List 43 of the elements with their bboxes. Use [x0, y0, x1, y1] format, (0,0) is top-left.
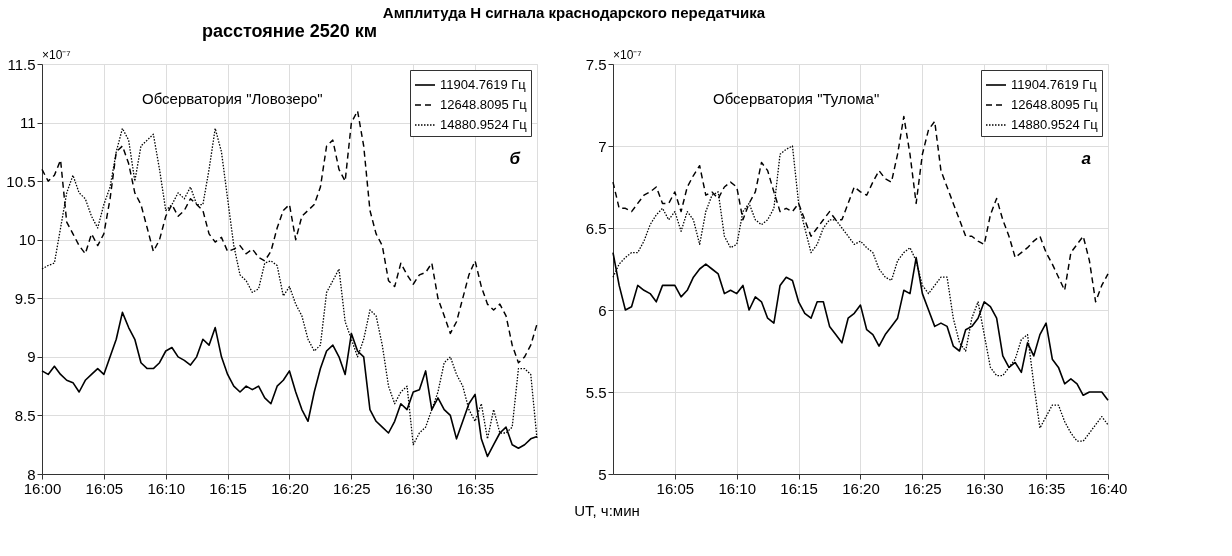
- y-tick-label: 9.5: [14, 289, 36, 307]
- text: Амплитуда H сигнала краснодарского передатчика: [382, 3, 766, 21]
- annotation: б: [509, 149, 521, 168]
- x-tick-label: 16:15: [209, 479, 247, 497]
- y-tick-label: 7.5: [585, 55, 607, 73]
- annotation: а: [1081, 149, 1091, 168]
- annotation: Обсерватория "Ловозеро": [142, 90, 323, 107]
- x-tick-label: 16:20: [271, 479, 309, 497]
- annotation: Обсерватория "Тулома": [713, 90, 880, 107]
- text: ×10⁻⁷: [613, 48, 642, 62]
- x-tick-label: 16:05: [85, 479, 124, 497]
- y-tick-label: 11.5: [7, 55, 36, 73]
- x-tick-label: 16:20: [842, 479, 880, 497]
- x-tick-label: 16:15: [780, 479, 818, 497]
- x-tick-label: 16:10: [718, 479, 757, 497]
- legend-label: 14880.9524 Гц: [1011, 117, 1099, 132]
- legend-label: 11904.7619 Гц: [1011, 77, 1098, 92]
- x-tick-label: 16:25: [904, 479, 942, 497]
- legend-label: 11904.7619 Гц: [440, 77, 527, 92]
- x-axis-title: UT, ч:мин: [574, 502, 640, 519]
- legend-label: 12648.8095 Гц: [440, 97, 528, 112]
- y-tick-label: 10: [18, 231, 36, 249]
- y-tick-label: 5: [598, 465, 607, 483]
- x-tick-label: 16:30: [965, 479, 1004, 497]
- text: ×10⁻⁷: [42, 48, 71, 62]
- y-tick-label: 6.5: [585, 219, 607, 237]
- x-tick-label: 16:30: [394, 479, 433, 497]
- x-tick-label: 16:40: [1089, 479, 1128, 497]
- x-tick-label: 16:35: [1027, 479, 1066, 497]
- legend-label: 14880.9524 Гц: [440, 117, 528, 132]
- legend-label: 12648.8095 Гц: [1011, 97, 1099, 112]
- y-tick-label: 9: [27, 348, 36, 366]
- y-tick-label: 8.5: [14, 406, 36, 424]
- x-tick-label: 16:25: [333, 479, 371, 497]
- x-tick-label: 16:35: [456, 479, 495, 497]
- x-tick-label: 16:10: [147, 479, 186, 497]
- y-tick-label: 6: [598, 301, 607, 319]
- y-tick-label: 10.5: [6, 172, 36, 190]
- y-tick-label: 5.5: [585, 383, 607, 401]
- y-tick-label: 11: [19, 114, 36, 132]
- x-tick-label: 16:05: [656, 479, 695, 497]
- chart-subtitle: расстояние 2520 км: [201, 21, 378, 41]
- y-tick-label: 7: [598, 137, 607, 155]
